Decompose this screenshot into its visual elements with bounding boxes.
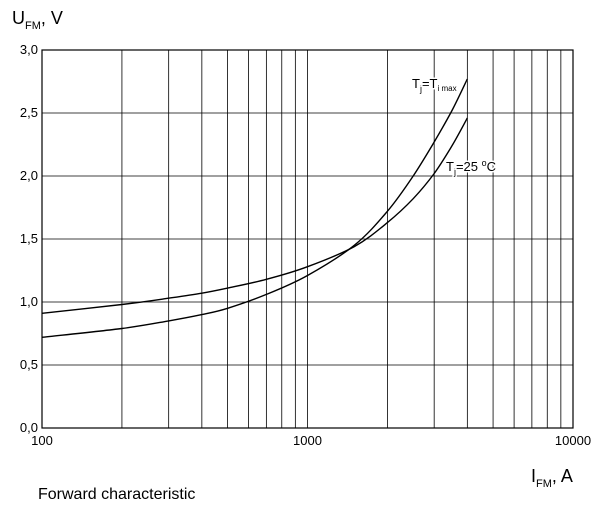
y-tick-label: 3,0 bbox=[20, 42, 38, 57]
x-tick-label: 1000 bbox=[293, 433, 322, 448]
grid bbox=[42, 50, 573, 428]
y-tick-label: 0,0 bbox=[20, 420, 38, 435]
x-tick-label: 100 bbox=[31, 433, 53, 448]
series-line-2 bbox=[41, 117, 468, 314]
plot-frame bbox=[41, 49, 574, 429]
series-labels: Tj=Ti max Tj=25 oC bbox=[411, 75, 498, 179]
y-tick-label: 0,5 bbox=[20, 357, 38, 372]
x-axis-title: IFM, A bbox=[531, 466, 573, 490]
series-label-1: Tj=Ti max bbox=[412, 76, 457, 94]
y-axis-title: UFM, V bbox=[12, 8, 63, 32]
series-label-2: Tj=25 oC bbox=[446, 158, 496, 177]
y-tick-label: 1,5 bbox=[20, 231, 38, 246]
y-tick-label: 1,0 bbox=[20, 294, 38, 309]
y-tick-label: 2,5 bbox=[20, 105, 38, 120]
chart-caption: Forward characteristic bbox=[38, 486, 196, 503]
y-tick-label: 2,0 bbox=[20, 168, 38, 183]
curves bbox=[41, 78, 468, 338]
series-line-1 bbox=[41, 78, 468, 338]
tick-labels: 0,0 0,5 1,0 1,5 2,0 2,5 3,0 100 1000 10000 bbox=[20, 42, 591, 448]
x-tick-label: 10000 bbox=[555, 433, 591, 448]
